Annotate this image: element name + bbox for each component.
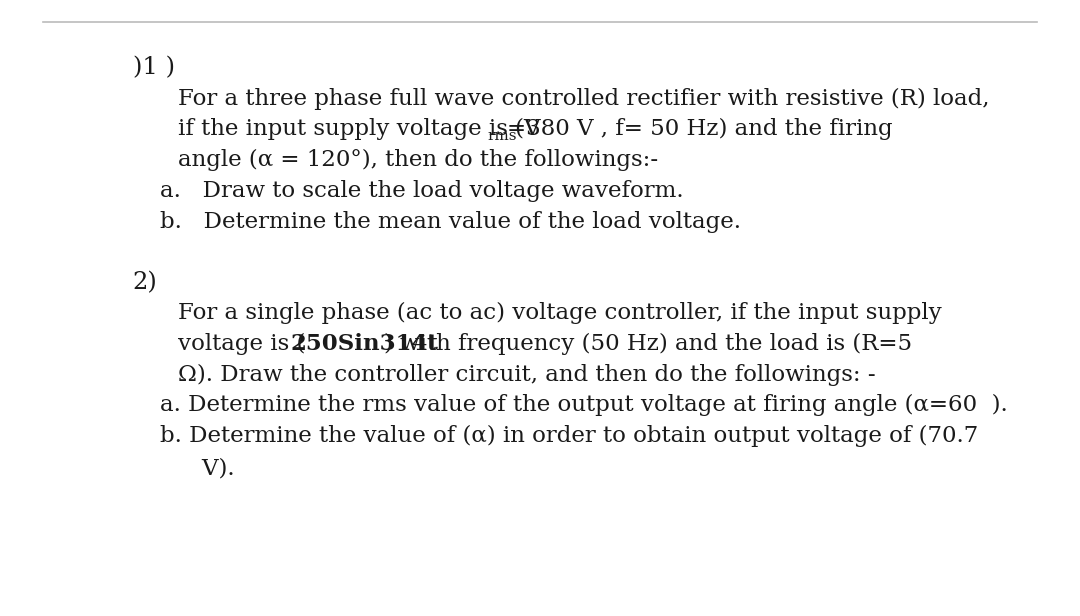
Text: a. Determine the rms value of the output voltage at firing angle (α=60  ).: a. Determine the rms value of the output… xyxy=(160,394,1008,416)
Text: For a single phase (ac to ac) voltage controller, if the input supply: For a single phase (ac to ac) voltage co… xyxy=(178,302,942,324)
Text: angle (α = 120°), then do the followings:-: angle (α = 120°), then do the followings… xyxy=(178,149,659,171)
Text: b. Determine the value of (α) in order to obtain output voltage of (70.7: b. Determine the value of (α) in order t… xyxy=(160,425,978,447)
Text: if the input supply voltage is (V: if the input supply voltage is (V xyxy=(178,118,541,140)
Text: ) with frequency (50 Hz) and the load is (R=5: ) with frequency (50 Hz) and the load is… xyxy=(384,333,913,355)
Text: )1 ): )1 ) xyxy=(133,57,175,79)
Text: 250Sin314t: 250Sin314t xyxy=(291,333,438,355)
Text: For a three phase full wave controlled rectifier with resistive (R) load,: For a three phase full wave controlled r… xyxy=(178,87,989,110)
Text: rms: rms xyxy=(487,129,517,144)
Text: =380 V , f= 50 Hz) and the firing: =380 V , f= 50 Hz) and the firing xyxy=(508,118,893,140)
Text: b.   Determine the mean value of the load voltage.: b. Determine the mean value of the load … xyxy=(160,211,741,233)
Text: V).: V). xyxy=(173,457,234,479)
Text: voltage is (: voltage is ( xyxy=(178,333,306,355)
Text: 2): 2) xyxy=(133,271,158,294)
Text: Ω). Draw the controller circuit, and then do the followings: -: Ω). Draw the controller circuit, and the… xyxy=(178,363,876,386)
Text: a.   Draw to scale the load voltage waveform.: a. Draw to scale the load voltage wavefo… xyxy=(160,180,684,202)
